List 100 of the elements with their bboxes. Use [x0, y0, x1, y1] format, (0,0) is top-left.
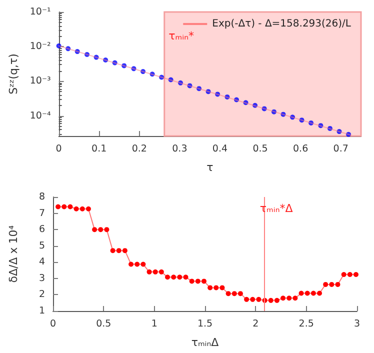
point	[177, 274, 182, 280]
point	[268, 298, 274, 303]
x-tick-label: 2.5	[298, 318, 314, 330]
point	[66, 46, 71, 52]
x-tick-label: 1	[151, 318, 158, 330]
point	[189, 278, 194, 284]
point	[215, 92, 220, 97]
point	[196, 86, 202, 92]
point	[346, 132, 352, 137]
point	[86, 206, 91, 212]
x-tick-label: 0.1	[92, 144, 107, 154]
x-tick-label: 3	[354, 318, 360, 330]
point	[206, 89, 211, 94]
point	[195, 278, 200, 284]
point	[128, 262, 134, 267]
point	[232, 291, 237, 296]
point	[187, 83, 192, 88]
point	[150, 72, 155, 77]
band-label: τₘᵢₙ*	[168, 29, 194, 42]
point	[256, 296, 262, 302]
point	[146, 269, 152, 274]
point	[252, 102, 258, 108]
point	[92, 227, 98, 232]
point	[250, 296, 256, 302]
x-tick-label: 2	[252, 318, 259, 330]
point	[158, 269, 164, 274]
y-tick-label: 7	[38, 208, 45, 219]
point	[178, 80, 183, 86]
point	[56, 204, 61, 210]
point	[134, 262, 140, 267]
point	[110, 248, 116, 254]
point	[323, 282, 328, 287]
point	[336, 129, 342, 134]
point	[116, 248, 122, 254]
point	[226, 291, 231, 296]
point	[103, 57, 108, 62]
point	[84, 52, 90, 58]
point	[214, 285, 219, 290]
x-axis-title: τ	[206, 161, 214, 174]
point	[327, 126, 332, 131]
x-tick-label: 0.4	[212, 144, 228, 154]
point	[243, 100, 248, 106]
x-tick-label: 0.7	[333, 144, 348, 154]
x-tick-label: 0	[56, 144, 62, 154]
point	[262, 106, 267, 112]
point	[208, 285, 213, 290]
x-tick-label: 1.5	[197, 318, 213, 330]
point	[244, 296, 250, 302]
point	[274, 298, 280, 303]
point	[353, 272, 358, 278]
point	[308, 120, 314, 126]
x-tick-label: 0.6	[293, 144, 308, 154]
x-axis-title: τₘᵢₙΔ	[191, 336, 220, 349]
point	[183, 274, 188, 280]
point	[112, 60, 118, 66]
legend-label: Exp(-Δτ) - Δ=158.293(26)/L	[212, 18, 352, 30]
point	[299, 118, 304, 123]
point	[280, 296, 286, 301]
point	[347, 272, 352, 278]
point	[152, 269, 158, 274]
y-tick-label: 10⁻⁴	[30, 110, 51, 122]
point	[98, 227, 104, 232]
point	[74, 206, 79, 212]
point	[168, 77, 174, 82]
x-tick-label: 0.5	[96, 318, 112, 330]
point	[329, 282, 334, 287]
point	[317, 290, 322, 296]
point	[131, 66, 136, 72]
point	[74, 49, 80, 54]
y-tick-label: 10⁻¹	[30, 6, 51, 18]
x-tick-label: 0.2	[132, 144, 147, 154]
y-tick-label: 10⁻³	[30, 76, 51, 87]
y-tick-label: 2	[38, 289, 45, 300]
point	[165, 274, 170, 280]
point	[201, 278, 206, 284]
point	[286, 296, 292, 301]
y-tick-label: 3	[38, 272, 45, 284]
point	[335, 282, 340, 287]
y-tick-label: 1	[38, 306, 45, 316]
point	[62, 204, 67, 210]
point	[140, 69, 146, 74]
y-tick-label: 4	[38, 256, 45, 268]
y-axis-title: δΔ/Δ x 10⁴	[7, 224, 20, 283]
point	[280, 112, 286, 117]
point	[290, 114, 296, 120]
point	[122, 248, 128, 254]
point	[56, 43, 62, 48]
x-tick-label: 0	[50, 318, 56, 330]
point	[298, 290, 304, 296]
point	[94, 54, 99, 60]
point	[310, 290, 316, 296]
point	[122, 63, 127, 68]
x-tick-label: 0.5	[252, 144, 268, 154]
point	[80, 206, 85, 212]
x-tick-label: 0.3	[172, 144, 188, 154]
point	[224, 94, 230, 100]
point	[159, 74, 164, 80]
point	[238, 291, 243, 296]
point	[292, 296, 298, 301]
y-tick-label: 5	[38, 240, 45, 252]
